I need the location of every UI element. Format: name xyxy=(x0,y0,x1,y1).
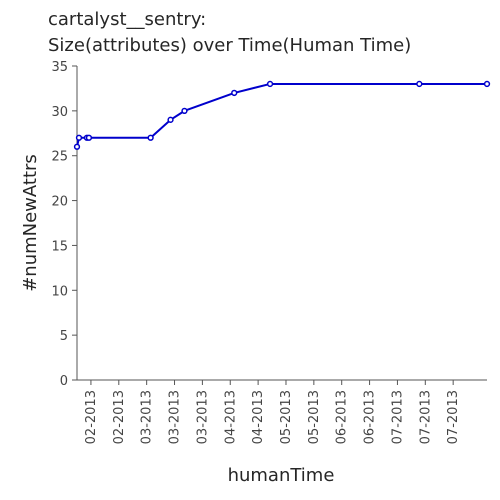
y-axis-label: #numNewAttrs xyxy=(20,154,41,292)
y-tick-label: 35 xyxy=(51,60,68,75)
x-tick-label: 03-2013 xyxy=(168,390,183,444)
y-tick-label: 30 xyxy=(51,105,68,120)
series-line xyxy=(76,82,487,147)
chart-title-line2: Size(attributes) over Time(Human Time) xyxy=(48,35,411,56)
data-point xyxy=(167,116,174,123)
data-point xyxy=(266,80,274,88)
plot-area: 0 5 10 15 20 25 30 35 02-2013 02-2013 03-2013 03-20… xyxy=(51,60,491,444)
y-tick-label: 10 xyxy=(51,284,68,299)
y-tick-label: 20 xyxy=(51,195,68,210)
data-point xyxy=(416,80,423,88)
x-tick-label: 07-2013 xyxy=(446,390,461,444)
x-tick-label: 05-2013 xyxy=(307,390,322,444)
x-tick-label: 05-2013 xyxy=(279,390,294,444)
x-tick-label: 07-2013 xyxy=(418,390,433,444)
x-tick-label: 06-2013 xyxy=(363,390,378,444)
x-tick-label: 04-2013 xyxy=(251,390,266,444)
chart-title-line1: cartalyst__sentry: xyxy=(48,9,206,30)
data-point xyxy=(483,80,491,88)
x-tick-label: 03-2013 xyxy=(140,390,155,444)
y-tick-label: 0 xyxy=(60,374,68,389)
x-axis-label: humanTime xyxy=(228,465,335,486)
x-tick-label: 02-2013 xyxy=(84,390,99,444)
data-point xyxy=(181,107,188,115)
x-tick-label: 06-2013 xyxy=(335,390,350,444)
y-tick-label: 15 xyxy=(51,239,68,254)
x-tick-label: 07-2013 xyxy=(390,390,405,444)
data-point xyxy=(85,134,93,141)
data-point xyxy=(147,134,154,141)
y-tick-label: 25 xyxy=(51,150,68,165)
data-point xyxy=(231,89,238,97)
y-tick-label: 5 xyxy=(60,329,68,344)
x-tick-label: 03-2013 xyxy=(195,390,210,444)
data-point xyxy=(75,134,83,141)
x-tick-label: 04-2013 xyxy=(223,390,238,444)
x-tick-label: 02-2013 xyxy=(112,390,127,444)
data-point xyxy=(73,143,81,150)
